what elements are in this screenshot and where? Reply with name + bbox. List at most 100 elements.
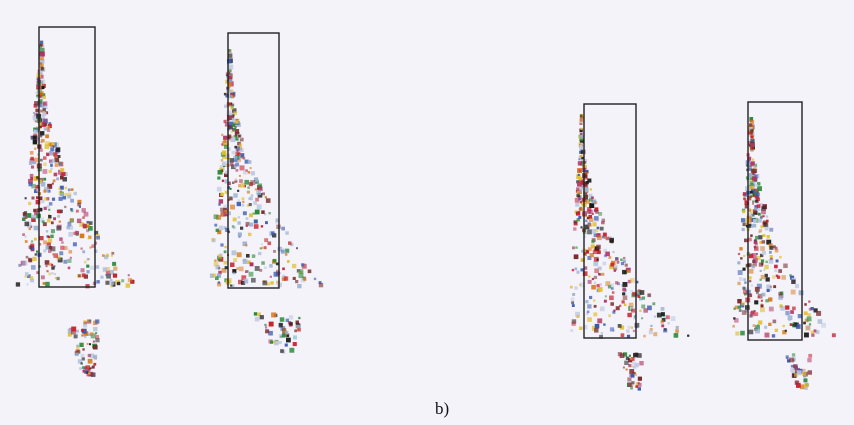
dot xyxy=(234,131,240,137)
dot xyxy=(762,215,765,218)
dot xyxy=(796,370,802,376)
dot xyxy=(733,307,736,310)
dot xyxy=(244,159,249,164)
dot xyxy=(213,214,219,220)
dot xyxy=(623,303,627,306)
dot xyxy=(216,215,221,220)
dot xyxy=(613,266,618,271)
dot xyxy=(93,354,98,359)
dot xyxy=(240,226,244,230)
dot xyxy=(571,268,575,272)
dot xyxy=(93,344,98,350)
dot xyxy=(578,208,581,211)
dot xyxy=(744,238,748,243)
dot xyxy=(754,199,758,203)
dot xyxy=(220,207,225,212)
dot xyxy=(747,204,751,208)
dot xyxy=(278,334,284,339)
dot xyxy=(636,290,642,295)
dot xyxy=(749,253,754,259)
dot xyxy=(745,186,749,190)
dot xyxy=(749,209,755,215)
dot xyxy=(42,282,46,285)
dot xyxy=(282,274,286,278)
dot xyxy=(250,180,256,185)
dot xyxy=(109,280,114,285)
dot xyxy=(67,332,72,337)
dot xyxy=(794,380,799,385)
dot xyxy=(635,382,640,386)
dot xyxy=(35,108,40,113)
dot xyxy=(318,281,322,284)
dot xyxy=(24,272,29,276)
dot xyxy=(634,322,640,328)
dot xyxy=(255,220,258,223)
dot xyxy=(288,315,294,320)
dot xyxy=(759,240,763,244)
dot xyxy=(88,226,93,231)
dot xyxy=(48,142,52,147)
dot xyxy=(760,262,764,266)
dot xyxy=(757,212,761,216)
dot xyxy=(70,208,73,211)
dot xyxy=(580,135,584,139)
dot xyxy=(587,178,592,183)
dot xyxy=(35,136,41,141)
dot xyxy=(239,179,243,183)
dot xyxy=(599,226,604,231)
dot xyxy=(57,214,61,218)
dot xyxy=(569,285,573,289)
dot xyxy=(633,316,637,320)
dot xyxy=(80,268,85,273)
dot xyxy=(262,280,268,286)
dot xyxy=(268,330,273,336)
dot xyxy=(48,249,52,253)
dot xyxy=(28,245,33,249)
dot xyxy=(581,157,584,160)
dot xyxy=(230,137,236,143)
dot xyxy=(798,290,804,296)
dot xyxy=(94,230,99,235)
dot xyxy=(268,321,274,327)
dot xyxy=(43,240,48,245)
dot xyxy=(625,368,628,371)
dot xyxy=(41,220,45,224)
dot xyxy=(82,223,86,227)
dot xyxy=(221,133,224,137)
dot xyxy=(30,278,34,283)
dot xyxy=(30,177,33,180)
dot xyxy=(807,313,811,317)
dot xyxy=(627,377,632,382)
dot xyxy=(273,271,279,277)
dot xyxy=(795,324,801,329)
dot xyxy=(821,322,826,328)
dot xyxy=(224,207,227,211)
dot xyxy=(110,278,113,282)
dot xyxy=(734,305,739,310)
dot xyxy=(593,256,599,262)
dot xyxy=(593,209,597,213)
dot xyxy=(44,144,50,149)
dot xyxy=(580,180,585,185)
dot xyxy=(230,284,233,287)
dot xyxy=(86,229,90,233)
dot xyxy=(756,283,762,289)
dot xyxy=(587,207,592,212)
dot xyxy=(223,92,227,96)
dot xyxy=(59,251,64,256)
dot xyxy=(46,204,50,208)
dot xyxy=(265,198,271,203)
dot xyxy=(578,215,582,219)
dot xyxy=(32,135,37,140)
dot xyxy=(634,315,636,318)
dot xyxy=(737,299,742,304)
dot xyxy=(675,329,679,333)
dot xyxy=(761,250,766,255)
dot xyxy=(615,257,618,260)
dot xyxy=(746,263,751,268)
dot xyxy=(740,257,743,260)
dot xyxy=(39,109,43,113)
dot xyxy=(759,269,762,272)
dot xyxy=(218,270,222,275)
dot xyxy=(233,193,238,198)
